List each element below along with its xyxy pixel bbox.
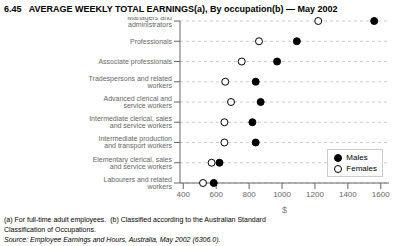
svg-text:1600: 1600 — [372, 190, 390, 199]
html-text:(a) For full-time adult employ: (a) For full-time adult employees. (b) C… — [4, 216, 266, 223]
svg-text:Managers andadministrators: Managers andadministrators — [127, 17, 172, 28]
svg-text:Advanced clerical andservice w: Advanced clerical andservice workers — [104, 95, 173, 109]
svg-text:400: 400 — [177, 190, 191, 199]
svg-text:Elementary clerical, salesand: Elementary clerical, salesand service wo… — [93, 156, 173, 170]
svg-text:Professionals: Professionals — [130, 38, 173, 45]
html-text:6.45 AVERAGE WEEKLY TOTAL EARN: 6.45 AVERAGE WEEKLY TOTAL EARNINGS(a), B… — [4, 4, 338, 14]
svg-text:1200: 1200 — [306, 190, 324, 199]
svg-text:1400: 1400 — [339, 190, 357, 199]
svg-text:800: 800 — [242, 190, 256, 199]
html-text:Females: Females — [346, 164, 377, 173]
svg-text:Intermediate productionand tra: Intermediate productionand transport wor… — [98, 135, 172, 150]
html-text:Source: Employee Earnings and: Source: Employee Earnings and Hours, Aus… — [4, 236, 221, 243]
svg-text:Labourers and relatedworkers: Labourers and relatedworkers — [104, 176, 173, 190]
svg-text:Associate professionals: Associate professionals — [98, 58, 172, 66]
svg-text:$: $ — [282, 205, 287, 213]
html-text:Males: Males — [346, 153, 368, 162]
svg-text:600: 600 — [210, 190, 224, 199]
svg-text:1000: 1000 — [273, 190, 291, 199]
html-text:Classification of Occupations.: Classification of Occupations. — [4, 226, 96, 233]
svg-text:Intermediate clerical, salesan: Intermediate clerical, salesand service … — [89, 115, 172, 129]
svg-text:Tradespersons and relatedworke: Tradespersons and relatedworkers — [89, 75, 173, 89]
